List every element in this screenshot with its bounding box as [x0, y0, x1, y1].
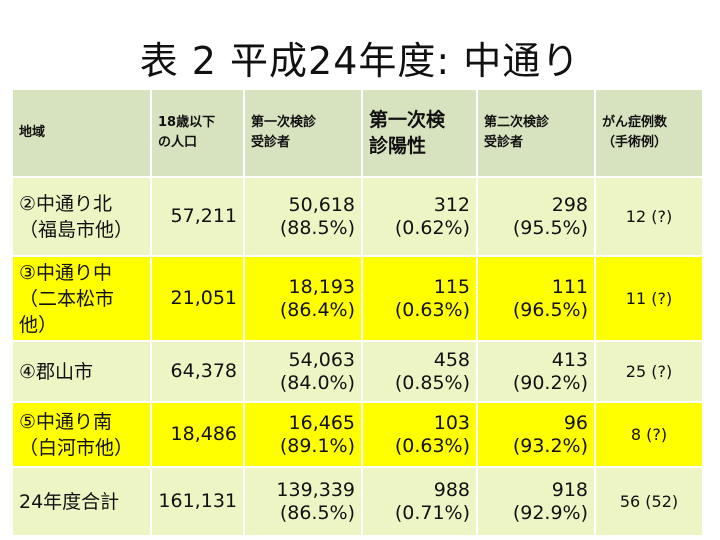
header-first-positive: 第一次検 診陽性 [361, 88, 478, 178]
population-cell: 18,486 [150, 401, 245, 468]
table-row: ②中通り北 （福島市他） 57,211 50,618 (88.5%) 312 (0.62%… [11, 176, 704, 257]
cancer-cases-cell: 8 (?) [594, 401, 704, 468]
second-exam-cell: 96 (93.2%) [476, 401, 596, 468]
header-first-exam: 第一次検診 受診者 [243, 88, 363, 178]
cancer-cases-cell: 12 (?) [594, 176, 704, 257]
region-cell: ③中通り中 （二本松市 他） [11, 255, 152, 342]
population-cell: 64,378 [150, 340, 245, 403]
region-cell: ④郡山市 [11, 340, 152, 403]
table-row: ③中通り中 （二本松市 他） 21,051 18,193 (86.4%) 115 (0.6… [11, 255, 704, 342]
cancer-cases-cell: 11 (?) [594, 255, 704, 342]
first-exam-cell: 18,193 (86.4%) [243, 255, 363, 342]
first-exam-cell: 50,618 (88.5%) [243, 176, 363, 257]
first-positive-cell: 115 (0.63%) [361, 255, 478, 342]
second-exam-cell: 111 (96.5%) [476, 255, 596, 342]
first-positive-cell: 103 (0.63%) [361, 401, 478, 468]
slide-title: 表 2 平成24年度: 中通り [139, 39, 581, 83]
population-cell: 161,131 [150, 466, 245, 537]
header-region: 地域 [11, 88, 152, 178]
second-exam-cell: 918 (92.9%) [476, 466, 596, 537]
first-exam-cell: 139,339 (86.5%) [243, 466, 363, 537]
first-positive-cell: 312 (0.62%) [361, 176, 478, 257]
region-cell: ②中通り北 （福島市他） [11, 176, 152, 257]
second-exam-cell: 298 (95.5%) [476, 176, 596, 257]
first-positive-cell: 988 (0.71%) [361, 466, 478, 537]
data-table: 地域 18歳以下 の人口 第一次検診 受診者 第一次検 診陽性 第二次検診 受診… [11, 88, 704, 537]
region-cell: 24年度合計 [11, 466, 152, 537]
first-exam-cell: 16,465 (89.1%) [243, 401, 363, 468]
first-positive-cell: 458 (0.85%) [361, 340, 478, 403]
population-cell: 57,211 [150, 176, 245, 257]
first-exam-cell: 54,063 (84.0%) [243, 340, 363, 403]
header-row: 地域 18歳以下 の人口 第一次検診 受診者 第一次検 診陽性 第二次検診 受診… [11, 88, 704, 178]
cancer-cases-cell: 25 (?) [594, 340, 704, 403]
cancer-cases-cell: 56 (52) [594, 466, 704, 537]
header-second-exam: 第二次検診 受診者 [476, 88, 596, 178]
table-row: 24年度合計 161,131 139,339 (86.5%) 988 (0.71%) 918… [11, 466, 704, 537]
region-cell: ⑤中通り南 （白河市他） [11, 401, 152, 468]
table-row: ⑤中通り南 （白河市他） 18,486 16,465 (89.1%) 103 (0.63%… [11, 401, 704, 468]
header-population: 18歳以下 の人口 [150, 88, 245, 178]
second-exam-cell: 413 (90.2%) [476, 340, 596, 403]
population-cell: 21,051 [150, 255, 245, 342]
header-cancer-cases: がん症例数 （手術例） [594, 88, 704, 178]
table-row: ④郡山市 64,378 54,063 (84.0%) 458 (0.85%) 413 (90.… [11, 340, 704, 403]
